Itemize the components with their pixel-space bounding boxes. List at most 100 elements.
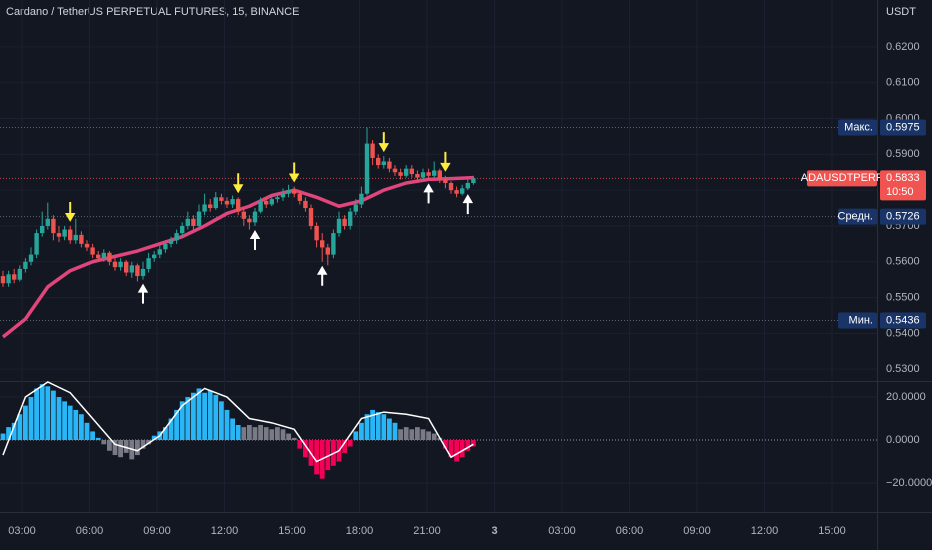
candle-body (269, 199, 274, 205)
candle-body (163, 243, 168, 250)
candle-body (415, 174, 420, 178)
histogram-bar (191, 392, 196, 441)
histogram-bar (202, 392, 207, 441)
histogram-bar (286, 433, 291, 441)
histogram-bar (101, 440, 107, 445)
histogram-bar (314, 440, 319, 475)
candle-body (213, 197, 218, 209)
level-value-box (880, 208, 926, 225)
candle-body (264, 200, 269, 205)
candle-body (73, 234, 78, 241)
x-tick-label: 18:00 (346, 525, 374, 537)
candle-body (84, 243, 90, 248)
sell-arrow (232, 173, 244, 194)
histogram-bar (263, 427, 269, 441)
candle-body (62, 229, 67, 237)
buy-arrow (249, 229, 261, 250)
candle-body (376, 157, 381, 166)
histogram-bar (112, 440, 118, 456)
candle-body (79, 234, 84, 244)
histogram-bar (415, 427, 420, 441)
histogram-bar (359, 422, 364, 441)
histogram-bar (151, 435, 157, 441)
histogram-bar (79, 414, 84, 441)
candle-body (17, 268, 22, 280)
histogram-bar (353, 431, 359, 441)
y-tick-label: 0.5600 (886, 256, 920, 268)
candle-body (23, 261, 28, 269)
candle-body (51, 218, 56, 234)
histogram-bar (269, 429, 275, 441)
histogram-bar (224, 409, 230, 441)
histogram-bar (179, 401, 185, 441)
histogram-bar (174, 409, 179, 441)
y-tick-label: 0.5900 (886, 148, 920, 160)
histogram-bar (247, 424, 252, 441)
candle-body (241, 211, 246, 219)
histogram-bar (90, 431, 95, 441)
histogram-bar (297, 440, 303, 449)
histogram-bar (241, 427, 247, 441)
y-tick-label: 0.5300 (886, 363, 920, 375)
buy-arrow (316, 265, 328, 286)
histogram-bar (123, 440, 129, 453)
histogram-bar (207, 390, 213, 441)
histogram-bar (163, 427, 168, 441)
candle-body (68, 229, 73, 241)
histogram-bar (325, 440, 331, 471)
level-value: 0.5726 (886, 211, 920, 223)
candle-body (471, 178, 476, 183)
level-value: 0.5975 (886, 121, 920, 133)
sell-arrow (378, 132, 390, 153)
candle-body (409, 168, 414, 175)
countdown-label: 10:50 (886, 186, 914, 198)
histogram-bar (56, 397, 62, 441)
candle-body (40, 225, 45, 234)
y-tick-label: 0.5400 (886, 327, 920, 339)
histogram-bar (459, 440, 465, 458)
histogram-bar (213, 394, 219, 441)
histogram-bar (375, 412, 381, 441)
price-label: 0.5833 (886, 172, 920, 184)
histogram-bar (370, 409, 375, 441)
histogram-bar (107, 440, 112, 451)
candle-body (135, 265, 140, 277)
histogram-bar (230, 418, 235, 441)
candle-body (96, 254, 101, 259)
y-tick-label: 0.6100 (886, 77, 920, 89)
candle-body (174, 233, 179, 241)
histogram-bar (275, 427, 280, 441)
candle-body (107, 252, 112, 262)
x-tick-label: 15:00 (818, 525, 846, 537)
candle-body (0, 276, 6, 284)
histogram-bar (168, 418, 174, 441)
histogram-bar (431, 433, 437, 441)
candle-body (129, 265, 134, 273)
candle-body (258, 200, 263, 212)
level-name-box (838, 119, 877, 136)
candle-body (140, 268, 146, 277)
histogram-bar (28, 397, 34, 441)
candle-body (359, 193, 364, 205)
histogram-bar (135, 440, 140, 456)
candle-body (56, 233, 62, 237)
candle-body (437, 170, 442, 180)
histogram-bar (146, 440, 151, 445)
level-name-box (838, 312, 877, 329)
level-value: 0.5436 (886, 314, 920, 326)
histogram-bar (62, 401, 67, 441)
candle-body (196, 211, 202, 226)
histogram-bar (118, 440, 123, 458)
histogram-bar (95, 437, 101, 441)
x-tick-label: 09:00 (683, 525, 711, 537)
y-tick-label: 20.0000 (886, 391, 926, 403)
candle-body (387, 161, 392, 169)
candle-body (320, 240, 325, 248)
level-value-box (880, 312, 926, 329)
symbol-box (807, 170, 877, 187)
candle-body (124, 261, 129, 273)
symbol-label: ADAUSDTPERP (801, 172, 884, 184)
histogram-bar (252, 427, 258, 441)
candle-body (420, 172, 426, 178)
